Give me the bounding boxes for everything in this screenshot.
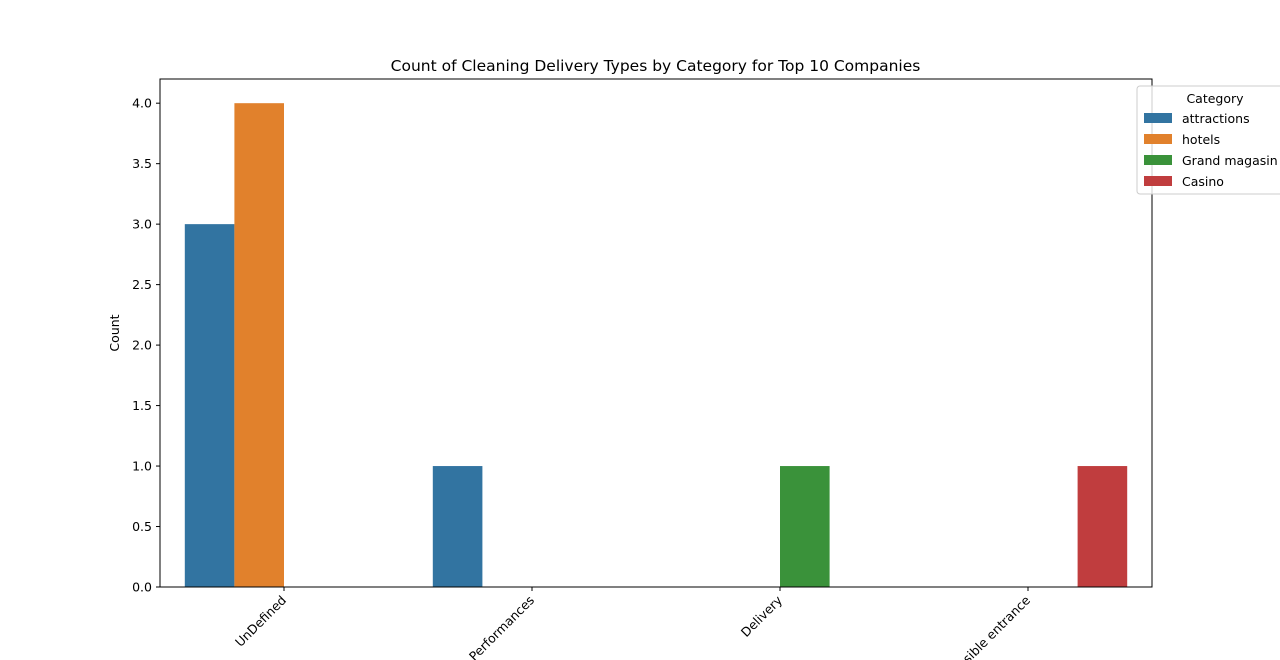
legend-label: attractions: [1182, 111, 1250, 126]
x-ticks: UnDefined Performances Delivery Accessible …: [232, 587, 1033, 660]
y-tick-label: 1.0: [132, 459, 152, 474]
bar-attractions-undefined: [184, 224, 235, 587]
x-tick-label: Delivery: [738, 592, 786, 640]
legend-title: Category: [1186, 91, 1244, 106]
legend-label: Casino: [1182, 174, 1224, 189]
y-tick-label: 2.5: [132, 277, 152, 292]
y-tick-label: 4.0: [132, 96, 152, 111]
y-axis-label: Count: [107, 314, 122, 351]
axes-layer: [159, 78, 1153, 588]
bar-grand-magasin-delivery: [780, 466, 830, 587]
y-tick-label: 1.5: [132, 398, 152, 413]
legend: Category attractions hotels Grand magasin C…: [1136, 85, 1280, 195]
y-tick-label: 3.0: [132, 217, 152, 232]
x-tick-label: Accessible entrance: [934, 592, 1033, 660]
legend-swatch: [1144, 113, 1172, 123]
legend-swatch: [1144, 155, 1172, 165]
legend-label: Grand magasin: [1182, 153, 1278, 168]
y-ticks: 0.0 0.5 1.0 1.5 2.0 2.5 3.0 3.5 4.0: [132, 96, 160, 595]
legend-label: hotels: [1182, 132, 1220, 147]
y-tick-label: 2.0: [132, 338, 152, 353]
legend-swatch: [1144, 134, 1172, 144]
y-tick-label: 0.5: [132, 519, 152, 534]
legend-box: [1136, 85, 1280, 195]
plot-frame: [159, 78, 1153, 588]
x-tick-label: UnDefined: [232, 593, 289, 650]
chart-title: Count of Cleaning Delivery Types by Cate…: [391, 57, 921, 75]
legend-items: attractions hotels Grand magasin Casino: [1144, 111, 1278, 189]
bar-hotels-undefined: [234, 103, 284, 587]
x-tick-label: Performances: [466, 593, 537, 660]
bar-attractions-performances: [432, 466, 483, 587]
y-tick-label: 3.5: [132, 156, 152, 171]
bars-layer: [184, 103, 1128, 587]
bar-casino-accessible-entrance: [1077, 466, 1128, 587]
y-tick-label: 0.0: [132, 580, 152, 595]
legend-swatch: [1144, 176, 1172, 186]
